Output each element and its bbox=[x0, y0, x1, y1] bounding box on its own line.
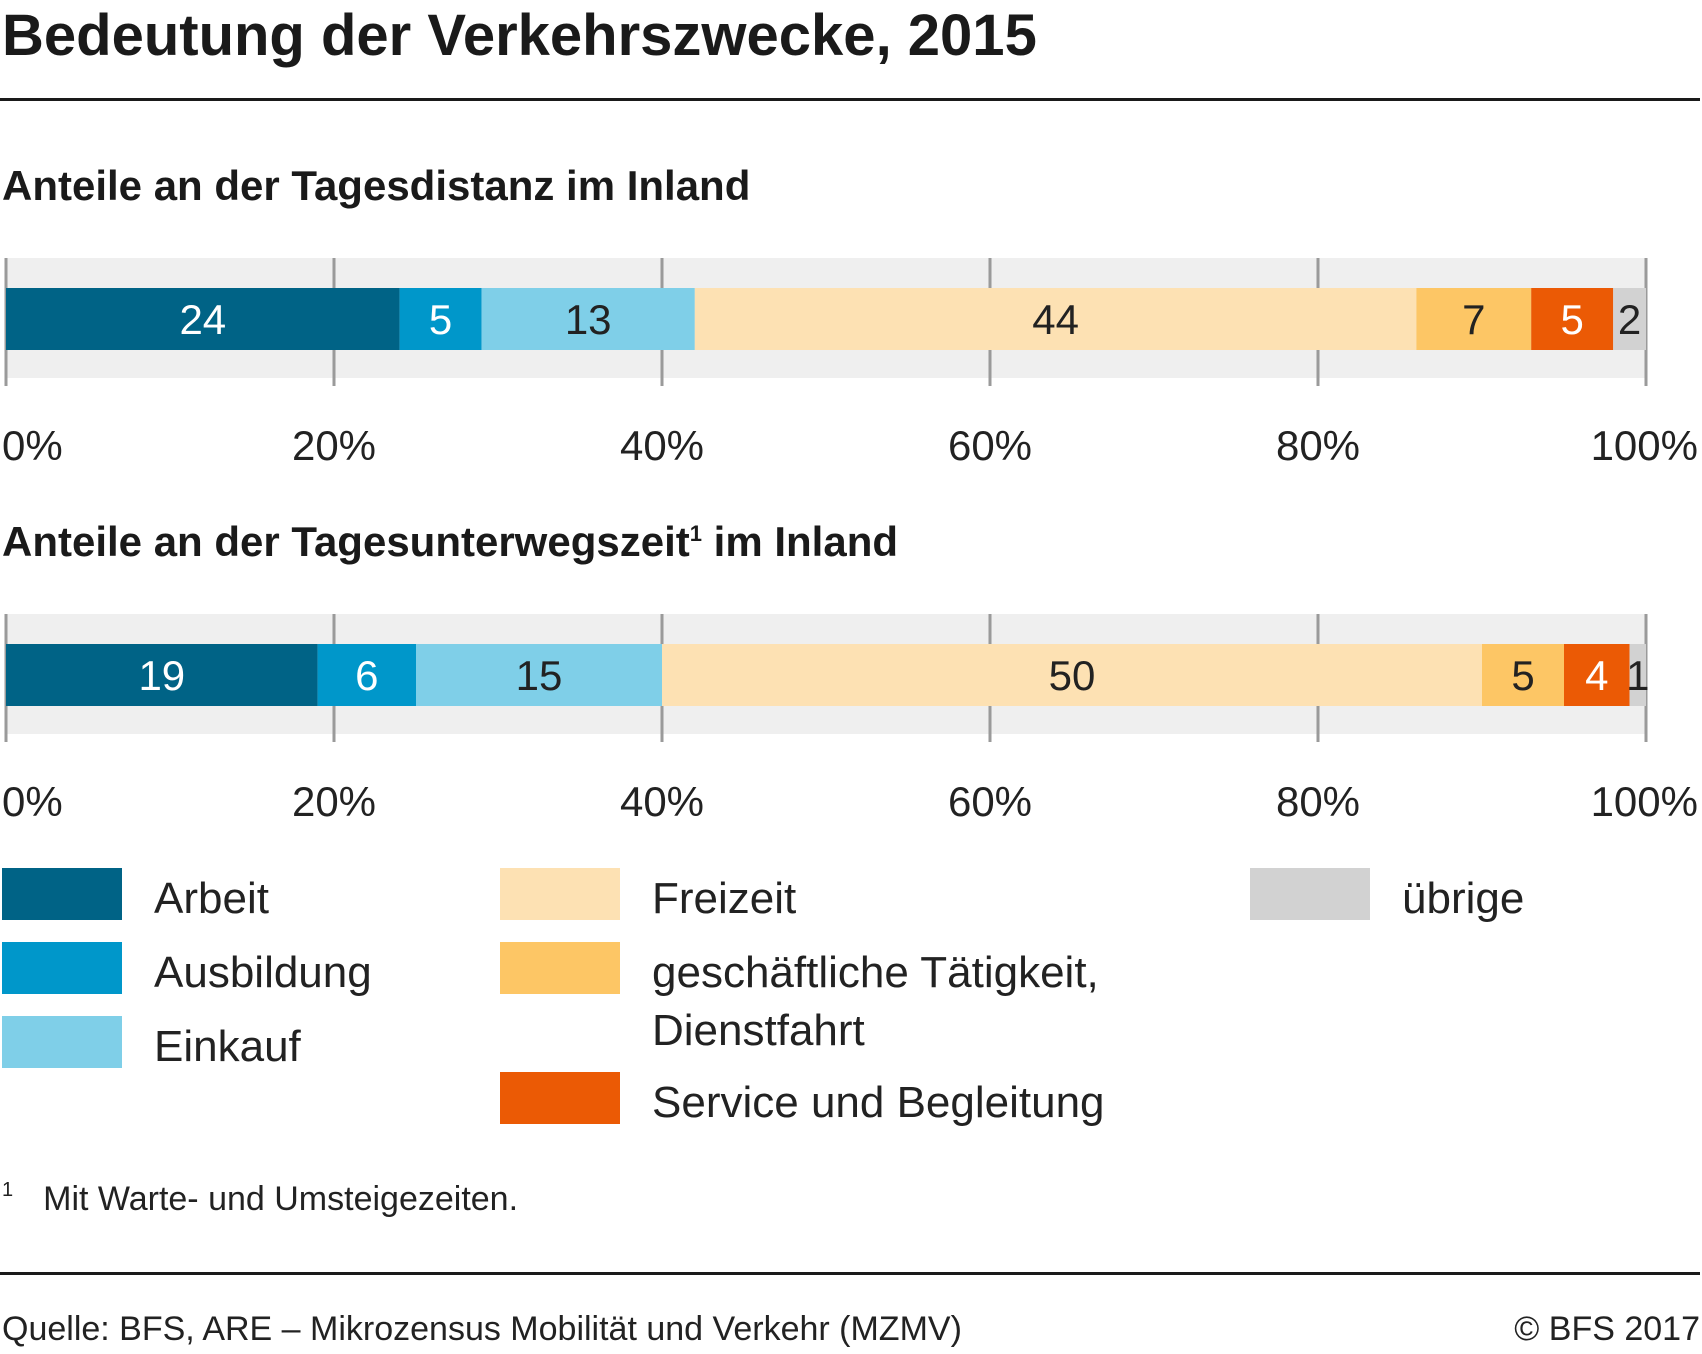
data-label-uebrige: 2 bbox=[1618, 296, 1641, 343]
bar-segment-arbeit bbox=[6, 644, 318, 706]
tick-label: 40% bbox=[620, 422, 704, 469]
chart-title-distanz: Anteile an der Tagesdistanz im Inland bbox=[2, 162, 751, 209]
data-label-service-und-begleitung: 5 bbox=[1561, 296, 1584, 343]
data-label-einkauf: 13 bbox=[565, 296, 612, 343]
data-label-geschaeftliche-taetigkeit-dienstfahrt: 5 bbox=[1511, 652, 1534, 699]
legend-swatch-freizeit bbox=[500, 868, 620, 920]
bottom-rule bbox=[0, 1272, 1700, 1275]
data-label-geschaeftliche-taetigkeit-dienstfahrt: 7 bbox=[1462, 296, 1485, 343]
legend-swatch-ausbildung bbox=[2, 942, 122, 994]
bar-segment-uebrige bbox=[1629, 644, 1646, 706]
page-title: Bedeutung der Verkehrszwecke, 2015 bbox=[2, 3, 1037, 68]
tick-label: 100% bbox=[1591, 422, 1698, 469]
legend-label-ausbildung: Ausbildung bbox=[154, 948, 372, 997]
tick-label: 100% bbox=[1591, 778, 1698, 825]
bar-segment-arbeit bbox=[6, 288, 400, 350]
tick-label: 40% bbox=[620, 778, 704, 825]
legend-label-freizeit: Freizeit bbox=[652, 874, 797, 923]
legend-swatch-uebrige bbox=[1250, 868, 1370, 920]
data-label-uebrige: 1 bbox=[1626, 652, 1649, 699]
top-rule bbox=[0, 98, 1700, 101]
data-label-arbeit: 24 bbox=[179, 296, 226, 343]
legend-label-uebrige: übrige bbox=[1402, 874, 1525, 923]
footnote-text: Mit Warte- und Umsteigezeiten. bbox=[43, 1180, 519, 1218]
legend-label-geschaeftlich: geschäftliche Tätigkeit, Dienstfahrt bbox=[652, 948, 1099, 1055]
bar-segment-freizeit bbox=[694, 288, 1417, 350]
footnote-mark: 1 bbox=[2, 1179, 14, 1201]
tick-label: 60% bbox=[948, 778, 1032, 825]
tick-label: 80% bbox=[1276, 422, 1360, 469]
bar-segment-geschaeftliche-taetigkeit-dienstfahrt bbox=[1416, 288, 1532, 350]
legend-swatch-einkauf bbox=[2, 1016, 122, 1068]
data-label-freizeit: 50 bbox=[1049, 652, 1096, 699]
legend-label-einkauf: Einkauf bbox=[154, 1022, 301, 1071]
tick-label: 80% bbox=[1276, 778, 1360, 825]
legend-swatch-arbeit bbox=[2, 868, 122, 920]
footnote: 1 Mit Warte- und Umsteigezeiten. bbox=[2, 1179, 519, 1219]
bar-segment-uebrige bbox=[1613, 288, 1646, 350]
tick-label: 20% bbox=[292, 778, 376, 825]
legend-swatch-service bbox=[500, 1072, 620, 1124]
data-label-service-und-begleitung: 4 bbox=[1585, 652, 1608, 699]
tick-label: 0% bbox=[2, 422, 63, 469]
bar-segment-geschaeftliche-taetigkeit-dienstfahrt bbox=[1482, 644, 1564, 706]
source-text: Quelle: BFS, ARE – Mikrozensus Mobilität… bbox=[2, 1310, 962, 1348]
bar-segment-service-und-begleitung bbox=[1531, 288, 1614, 350]
data-label-ausbildung: 5 bbox=[429, 296, 452, 343]
bar-segment-freizeit bbox=[662, 644, 1482, 706]
chart-tagesunterwegszeit: 0% 20% 40% 60% 80% 100% 19 6 15 50 5 4 1 bbox=[2, 614, 1698, 825]
bar-segment-einkauf bbox=[416, 644, 662, 706]
data-label-ausbildung: 6 bbox=[355, 652, 378, 699]
data-label-einkauf: 15 bbox=[516, 652, 563, 699]
tick-label: 60% bbox=[948, 422, 1032, 469]
tick-label: 20% bbox=[292, 422, 376, 469]
copyright-text: © BFS 2017 bbox=[1514, 1310, 1700, 1348]
bar-segment-ausbildung bbox=[317, 644, 416, 706]
chart-title-unterwegszeit: Anteile an der Tagesunterwegszeit1 im In… bbox=[2, 518, 898, 565]
tick-label: 0% bbox=[2, 778, 63, 825]
bar-segment-einkauf bbox=[481, 288, 695, 350]
data-label-freizeit: 44 bbox=[1032, 296, 1079, 343]
bar-segment-service-und-begleitung bbox=[1564, 644, 1630, 706]
legend-label-arbeit: Arbeit bbox=[154, 874, 269, 923]
bar-segment-ausbildung bbox=[399, 288, 482, 350]
legend-label-service: Service und Begleitung bbox=[652, 1078, 1105, 1127]
data-label-arbeit: 19 bbox=[138, 652, 185, 699]
chart-tagesdistanz: 0% 20% 40% 60% 80% 100%24 5 13 44 7 5 2 bbox=[2, 258, 1698, 469]
legend-swatch-geschaeftlich bbox=[500, 942, 620, 994]
